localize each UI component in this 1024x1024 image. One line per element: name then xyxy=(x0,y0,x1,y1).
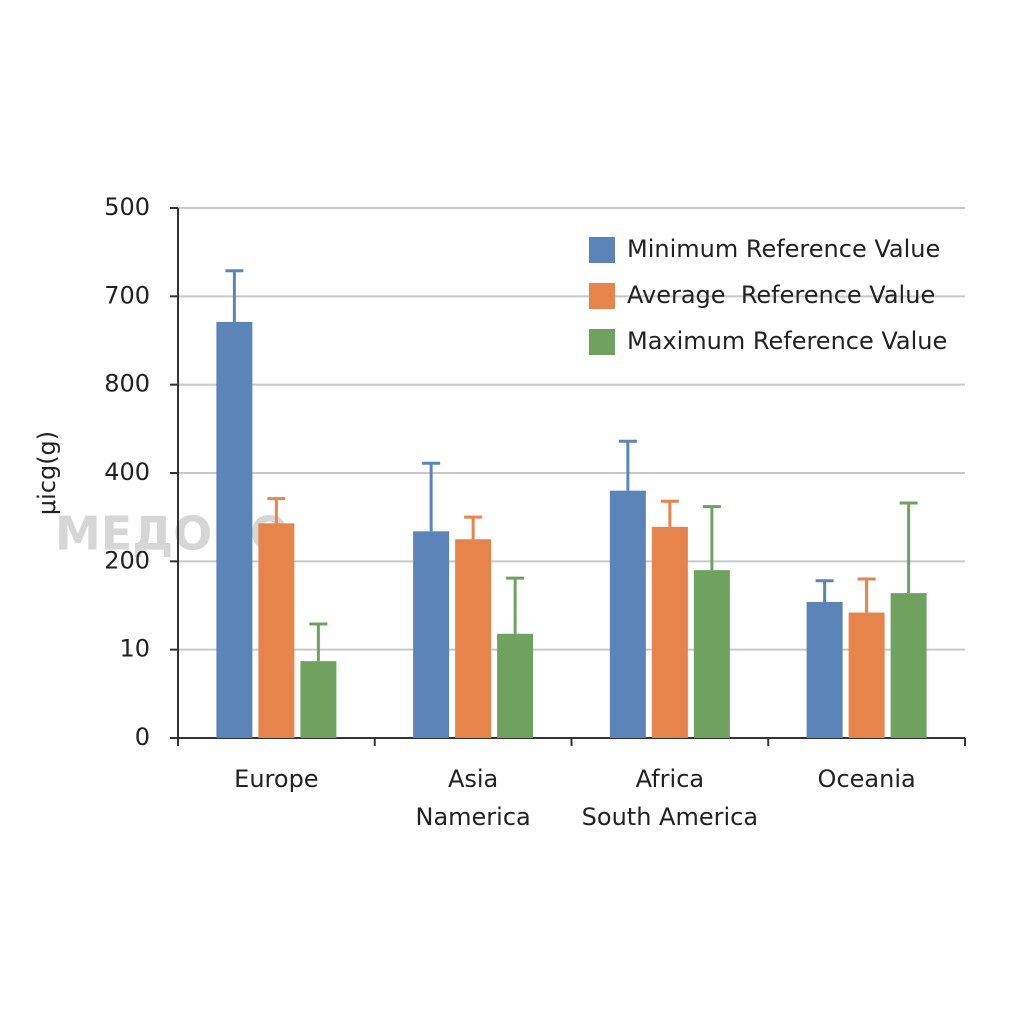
x-tick-label: Asia xyxy=(448,765,498,793)
y-tick-label: 200 xyxy=(104,546,150,574)
legend-label: Minimum Reference Value xyxy=(627,235,940,263)
bar xyxy=(497,633,534,738)
x-tick-label: Oceania xyxy=(818,765,916,793)
x-tick-label: South America xyxy=(582,803,758,831)
y-tick-label: 0 xyxy=(135,723,150,751)
bar xyxy=(890,593,927,738)
bar xyxy=(693,570,730,738)
y-tick-label: 500 xyxy=(104,193,150,221)
legend-label: Average Reference Value xyxy=(627,281,935,309)
y-tick-label: 800 xyxy=(104,370,150,398)
bar xyxy=(806,601,843,738)
bar xyxy=(609,490,646,738)
x-tick-label: Africa xyxy=(636,765,704,793)
legend-swatch xyxy=(589,329,615,355)
legend-swatch xyxy=(589,237,615,263)
bar xyxy=(848,612,885,738)
bar xyxy=(651,526,688,738)
bar xyxy=(455,539,492,738)
y-tick-label: 700 xyxy=(104,281,150,309)
y-tick-label: 400 xyxy=(104,458,150,486)
x-tick-label: Namerica xyxy=(416,803,531,831)
bar xyxy=(300,661,337,738)
bar xyxy=(258,523,295,738)
watermark: МЕДОКО xyxy=(55,507,289,561)
bar xyxy=(216,321,253,738)
bar xyxy=(413,531,450,738)
x-tick-label: Europe xyxy=(234,765,318,793)
y-tick-label: 10 xyxy=(119,635,150,663)
legend-label: Maximum Reference Value xyxy=(627,327,947,355)
y-axis-label: μicg(g) xyxy=(33,431,61,515)
legend-swatch xyxy=(589,283,615,309)
